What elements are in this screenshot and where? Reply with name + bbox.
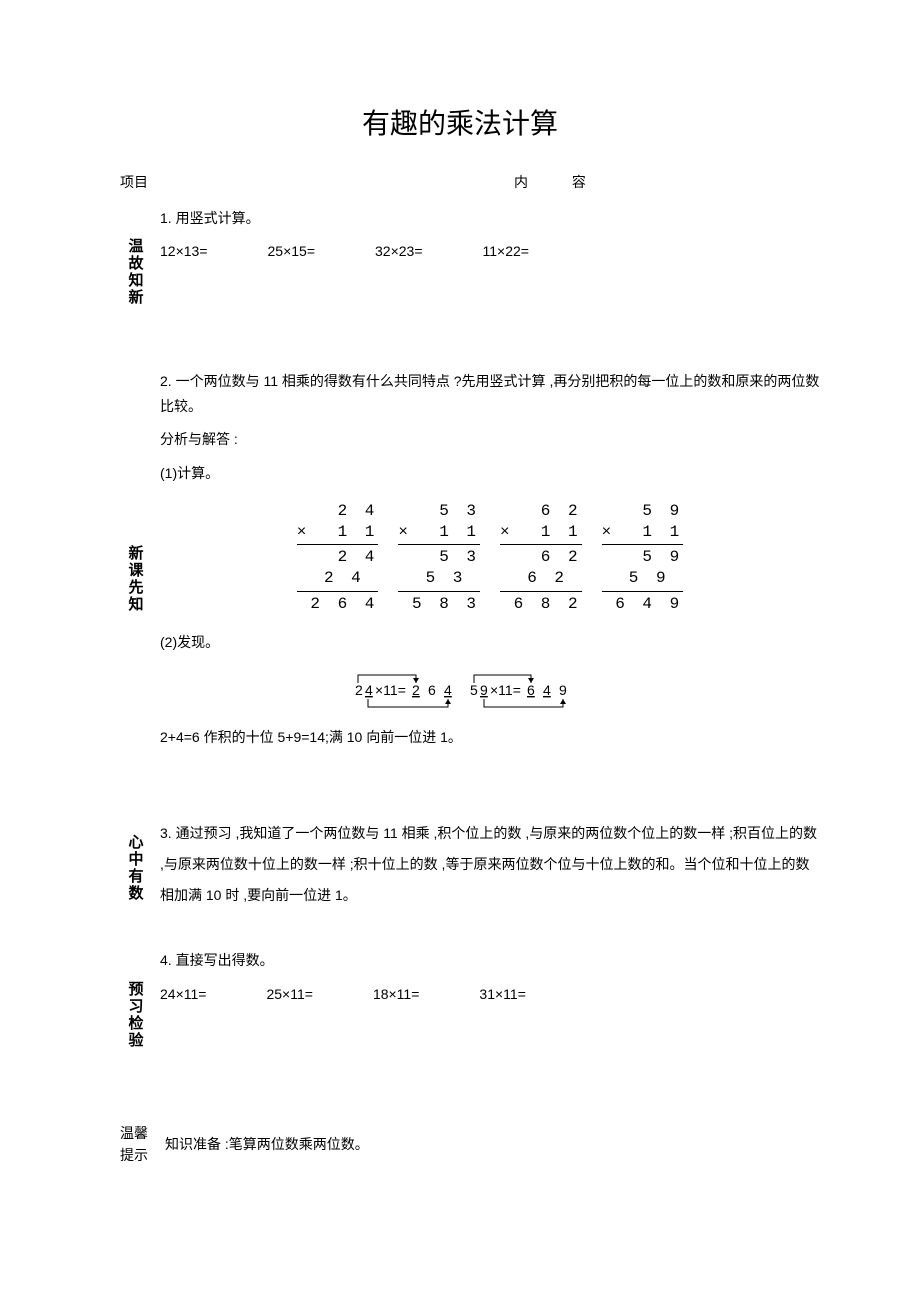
sub2-label: (2)发现。: [160, 630, 820, 655]
vertical-calcs: 2 4 × 1 1 2 4 2 4 2 6 4 5 3 × 1 1 5 3 5 …: [160, 501, 820, 615]
section-label-summary: 心中有数: [120, 818, 150, 918]
section-check: 预习检验 4. 直接写出得数。 24×11= 25×11= 18×11= 31×…: [40, 948, 880, 1081]
tip-content: 知识准备 :笔算两位数乘两位数。: [165, 1122, 880, 1167]
q1-text: 1. 用竖式计算。: [160, 206, 820, 231]
calc-item: 31×11=: [479, 982, 525, 1007]
calc-item: 32×23=: [375, 239, 423, 264]
section-label-review: 温故知新: [120, 206, 150, 339]
q4-text: 4. 直接写出得数。: [160, 948, 820, 973]
section-content-review: 1. 用竖式计算。 12×13= 25×15= 32×23= 11×22=: [160, 206, 880, 339]
svg-text:6: 6: [527, 682, 535, 698]
calc-item: 11×22=: [483, 239, 529, 264]
vcalc-1: 2 4 × 1 1 2 4 2 4 2 6 4: [297, 501, 379, 615]
calc-item: 24×11=: [160, 982, 206, 1007]
tip-section: 温馨 提示 知识准备 :笔算两位数乘两位数。: [40, 1122, 880, 1167]
section-summary: 心中有数 3. 通过预习 ,我知道了一个两位数与 11 相乘 ,积个位上的数 ,…: [40, 818, 880, 918]
section-new: 新课先知 2. 一个两位数与 11 相乘的得数有什么共同特点 ?先用竖式计算 ,…: [40, 369, 880, 788]
project-label: 项目: [120, 170, 240, 195]
q4-calcs: 24×11= 25×11= 18×11= 31×11=: [160, 982, 820, 1007]
explanation-text: 2+4=6 作积的十位 5+9=14;满 10 向前一位进 1。: [160, 725, 820, 750]
section-review: 温故知新 1. 用竖式计算。 12×13= 25×15= 32×23= 11×2…: [40, 206, 880, 339]
section-label-new: 新课先知: [120, 369, 150, 788]
calc-item: 18×11=: [373, 982, 419, 1007]
svg-text:9: 9: [480, 682, 488, 698]
svg-text:9: 9: [559, 682, 567, 698]
section-content-summary: 3. 通过预习 ,我知道了一个两位数与 11 相乘 ,积个位上的数 ,与原来的两…: [160, 818, 880, 918]
section-content-check: 4. 直接写出得数。 24×11= 25×11= 18×11= 31×11=: [160, 948, 880, 1081]
header-row: 项目 内 容: [40, 170, 880, 195]
analysis-label: 分析与解答 :: [160, 427, 820, 452]
svg-text:2: 2: [412, 682, 420, 698]
discovery-diagram: 2 4 ×11= 2 6 4 5 9 ×11= 6 4 9: [350, 665, 630, 715]
section-label-check: 预习检验: [120, 948, 150, 1081]
svg-text:2: 2: [355, 682, 363, 698]
calc-item: 25×11=: [266, 982, 312, 1007]
content-label: 内 容: [240, 170, 880, 195]
svg-text:4: 4: [444, 682, 452, 698]
calc-item: 12×13=: [160, 239, 208, 264]
svg-text:4: 4: [365, 682, 373, 698]
vcalc-4: 5 9 × 1 1 5 9 5 9 6 4 9: [602, 501, 684, 615]
sub1-label: (1)计算。: [160, 461, 820, 486]
svg-text:5: 5: [470, 682, 478, 698]
tip-label: 温馨 提示: [120, 1122, 165, 1167]
svg-text:6: 6: [428, 682, 436, 698]
svg-text:4: 4: [543, 682, 551, 698]
vcalc-3: 6 2 × 1 1 6 2 6 2 6 8 2: [500, 501, 582, 615]
q1-calcs: 12×13= 25×15= 32×23= 11×22=: [160, 239, 820, 264]
vcalc-2: 5 3 × 1 1 5 3 5 3 5 8 3: [398, 501, 480, 615]
q3-text: 3. 通过预习 ,我知道了一个两位数与 11 相乘 ,积个位上的数 ,与原来的两…: [160, 818, 820, 910]
page-title: 有趣的乘法计算: [40, 100, 880, 150]
calc-item: 25×15=: [268, 239, 316, 264]
section-content-new: 2. 一个两位数与 11 相乘的得数有什么共同特点 ?先用竖式计算 ,再分别把积…: [160, 369, 880, 788]
svg-text:×11=: ×11=: [375, 682, 406, 698]
q2-text: 2. 一个两位数与 11 相乘的得数有什么共同特点 ?先用竖式计算 ,再分别把积…: [160, 369, 820, 419]
svg-text:×11=: ×11=: [490, 682, 521, 698]
